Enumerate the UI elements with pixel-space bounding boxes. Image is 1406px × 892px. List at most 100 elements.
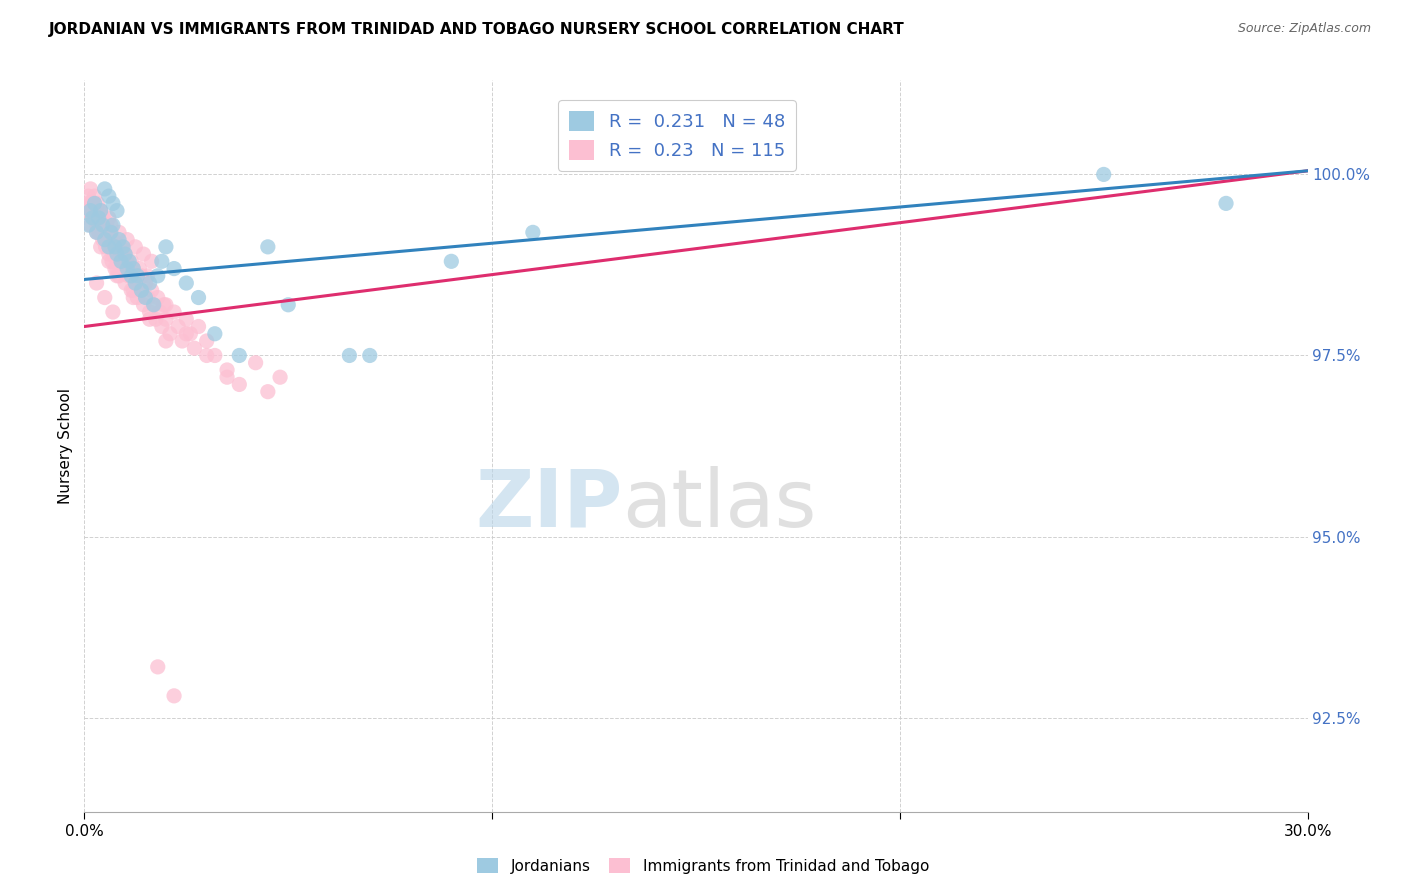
Point (118, 268, 141, 283)
Point (108, 268, 131, 283)
Point (122, 291, 145, 305)
Point (97, 247, 120, 261)
Point (150, 319, 173, 334)
Point (100, 218, 122, 232)
Point (89, 225, 111, 239)
Point (96, 233, 118, 247)
Point (83, 203, 105, 218)
Point (80, 203, 103, 218)
Point (172, 334, 194, 348)
Point (183, 341, 205, 355)
Point (167, 319, 190, 334)
Point (79, 218, 101, 232)
Point (101, 233, 124, 247)
Point (150, 254, 173, 268)
Point (228, 349, 250, 363)
Point (97, 240, 120, 254)
Point (257, 240, 280, 254)
Point (105, 268, 128, 283)
Point (135, 276, 157, 290)
Text: Source: ZipAtlas.com: Source: ZipAtlas.com (1237, 22, 1371, 36)
Point (87, 211, 110, 225)
Point (93, 233, 115, 247)
Point (136, 291, 159, 305)
Point (128, 261, 150, 276)
Point (1215, 196, 1237, 211)
Point (103, 247, 125, 261)
Point (86, 276, 108, 290)
Point (82, 196, 104, 211)
Point (115, 254, 138, 268)
Point (187, 291, 209, 305)
Point (97, 211, 120, 225)
Point (86, 218, 108, 232)
Point (86, 225, 108, 239)
Point (132, 247, 155, 261)
Point (105, 247, 128, 261)
Point (179, 326, 201, 341)
Legend: Jordanians, Immigrants from Trinidad and Tobago: Jordanians, Immigrants from Trinidad and… (471, 852, 935, 880)
Point (105, 261, 128, 276)
Point (128, 268, 150, 283)
Point (155, 312, 177, 326)
Point (124, 240, 146, 254)
Point (114, 254, 136, 268)
Point (155, 334, 177, 348)
Y-axis label: Nursery School: Nursery School (58, 388, 73, 504)
Point (142, 298, 165, 312)
Point (138, 305, 160, 319)
Point (100, 240, 122, 254)
Point (77, 196, 100, 211)
Point (114, 276, 136, 290)
Legend: R =  0.231   N = 48, R =  0.23   N = 115: R = 0.231 N = 48, R = 0.23 N = 115 (558, 100, 796, 170)
Point (269, 370, 291, 384)
Point (195, 334, 218, 348)
Point (257, 384, 280, 399)
Point (146, 291, 169, 305)
Point (118, 268, 141, 283)
Point (82, 211, 104, 225)
Point (90, 203, 112, 218)
Point (136, 268, 159, 283)
Point (120, 268, 142, 283)
Point (83, 189, 105, 203)
Point (104, 261, 127, 276)
Point (149, 305, 172, 319)
Point (86, 225, 108, 239)
Text: JORDANIAN VS IMMIGRANTS FROM TRINIDAD AND TOBAGO NURSERY SCHOOL CORRELATION CHAR: JORDANIAN VS IMMIGRANTS FROM TRINIDAD AN… (49, 22, 905, 37)
Point (359, 349, 381, 363)
Point (187, 319, 209, 334)
Point (110, 254, 132, 268)
Point (120, 283, 142, 297)
Point (110, 247, 132, 261)
Point (79, 203, 101, 218)
Point (217, 363, 239, 377)
Point (174, 276, 197, 290)
Point (204, 326, 226, 341)
Point (112, 247, 135, 261)
Point (105, 240, 128, 254)
Point (87, 211, 110, 225)
Point (122, 261, 145, 276)
Point (217, 370, 239, 384)
Point (159, 326, 181, 341)
Point (90, 240, 112, 254)
Point (108, 225, 131, 239)
Point (145, 312, 167, 326)
Point (75, 203, 97, 218)
Point (110, 240, 132, 254)
Point (124, 276, 146, 290)
Point (228, 377, 250, 392)
Point (96, 218, 118, 232)
Point (127, 268, 149, 283)
Point (97, 254, 120, 268)
Point (131, 268, 153, 283)
Point (522, 225, 544, 239)
Point (245, 356, 267, 370)
Point (101, 305, 124, 319)
Point (440, 254, 463, 268)
Point (90, 203, 112, 218)
Point (115, 261, 138, 276)
Point (127, 291, 149, 305)
Point (141, 254, 163, 268)
